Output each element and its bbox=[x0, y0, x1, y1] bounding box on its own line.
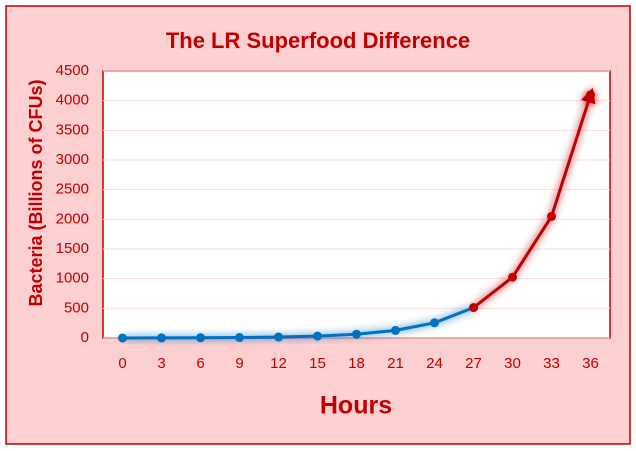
data-point bbox=[469, 303, 478, 313]
series-line bbox=[472, 87, 596, 309]
data-point bbox=[196, 333, 205, 343]
series-line bbox=[122, 306, 475, 340]
y-tick-label: 4500 bbox=[56, 62, 89, 79]
x-tick-label: 36 bbox=[582, 355, 599, 372]
y-tick-label: 1000 bbox=[56, 270, 89, 287]
plot-area bbox=[102, 70, 611, 339]
x-tick-label: 15 bbox=[309, 355, 326, 372]
x-tick-label: 9 bbox=[235, 355, 243, 372]
x-tick-label: 0 bbox=[118, 355, 126, 372]
x-tick-label: 12 bbox=[270, 355, 287, 372]
chart-title: The LR Superfood Difference bbox=[166, 28, 470, 53]
x-tick-label: 18 bbox=[348, 355, 365, 372]
data-point bbox=[430, 318, 439, 328]
x-tick-label: 6 bbox=[196, 355, 204, 372]
data-point bbox=[118, 333, 127, 343]
x-tick-label: 33 bbox=[543, 355, 560, 372]
data-point bbox=[157, 333, 166, 343]
data-point bbox=[508, 272, 517, 282]
data-point bbox=[547, 211, 556, 221]
x-tick-label: 27 bbox=[465, 355, 482, 372]
y-tick-label: 3500 bbox=[56, 121, 89, 138]
marks bbox=[118, 87, 596, 343]
data-point bbox=[391, 325, 400, 335]
y-tick-label: 2000 bbox=[56, 210, 89, 227]
y-tick-label: 2500 bbox=[56, 181, 89, 198]
y-tick-label: 1500 bbox=[56, 240, 89, 257]
y-tick-label: 500 bbox=[64, 299, 89, 316]
x-tick-label: 3 bbox=[157, 355, 165, 372]
y-tick-label: 4000 bbox=[56, 92, 89, 109]
data-point bbox=[235, 333, 244, 343]
x-axis-label: Hours bbox=[320, 392, 392, 420]
data-point bbox=[586, 90, 595, 100]
y-axis-label: Bacteria (Billions of CFUs) bbox=[26, 79, 46, 306]
data-point bbox=[274, 332, 283, 342]
x-tick-label: 24 bbox=[426, 355, 443, 372]
x-tick-label: 30 bbox=[504, 355, 521, 372]
data-point bbox=[313, 331, 322, 341]
y-tick-label: 3000 bbox=[56, 151, 89, 168]
data-point bbox=[352, 329, 361, 339]
x-tick-label: 21 bbox=[387, 355, 404, 372]
y-tick-label: 0 bbox=[81, 329, 89, 346]
